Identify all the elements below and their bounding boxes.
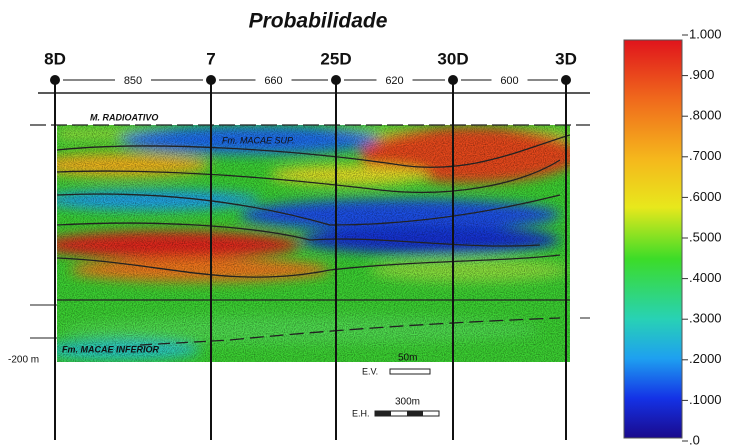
distance-label: 600	[500, 75, 518, 87]
scale-label: E.H.	[352, 408, 370, 418]
well-marker	[448, 75, 458, 85]
depth-label: -200 m	[8, 355, 39, 366]
unit-label: Fm. MACAE SUP.	[222, 135, 294, 145]
well-marker	[206, 75, 216, 85]
distance-label: 850	[124, 75, 142, 87]
well-label: 25D	[320, 49, 351, 68]
scale-bar	[390, 369, 430, 374]
colorbar-label: .3000	[689, 311, 722, 326]
colorbar-ticks: 1.000 .900 .8000 .7000 .6000 .5000 .4000 .3000.…	[682, 26, 722, 447]
title: Probabilidade	[249, 10, 388, 33]
colorbar-label: .0	[689, 432, 700, 447]
colorbar-label: .4000	[689, 270, 722, 285]
unit-label: M. RADIOATIVO	[90, 112, 158, 122]
colorbar-label: .7000	[689, 148, 722, 163]
figure: Probabilidade	[0, 0, 736, 448]
colorbar-label: .900	[689, 67, 714, 82]
well-marker	[561, 75, 571, 85]
colorbar	[624, 40, 682, 438]
colorbar-label: .8000	[689, 108, 722, 123]
colorbar-label: .2000	[689, 351, 722, 366]
colorbar-label: .5000	[689, 229, 722, 244]
scale-length: 50m	[398, 353, 417, 364]
section	[30, 125, 580, 362]
unit-label: Fm. MACAE INFERIOR	[62, 344, 160, 354]
distance-label: 620	[385, 75, 403, 87]
well-label: 3D	[555, 49, 577, 68]
colorbar-label: .1000	[689, 392, 722, 407]
distance-label: 660	[264, 75, 282, 87]
colorbar-label: .6000	[689, 189, 722, 204]
well-marker	[331, 75, 341, 85]
colorbar-label: 1.000	[689, 26, 722, 41]
scale-label: E.V.	[362, 366, 378, 376]
well-label: 30D	[437, 49, 468, 68]
well-label: 7	[206, 49, 215, 68]
well-marker	[50, 75, 60, 85]
scale-length: 300m	[395, 397, 420, 408]
well-label: 8D	[44, 49, 66, 68]
